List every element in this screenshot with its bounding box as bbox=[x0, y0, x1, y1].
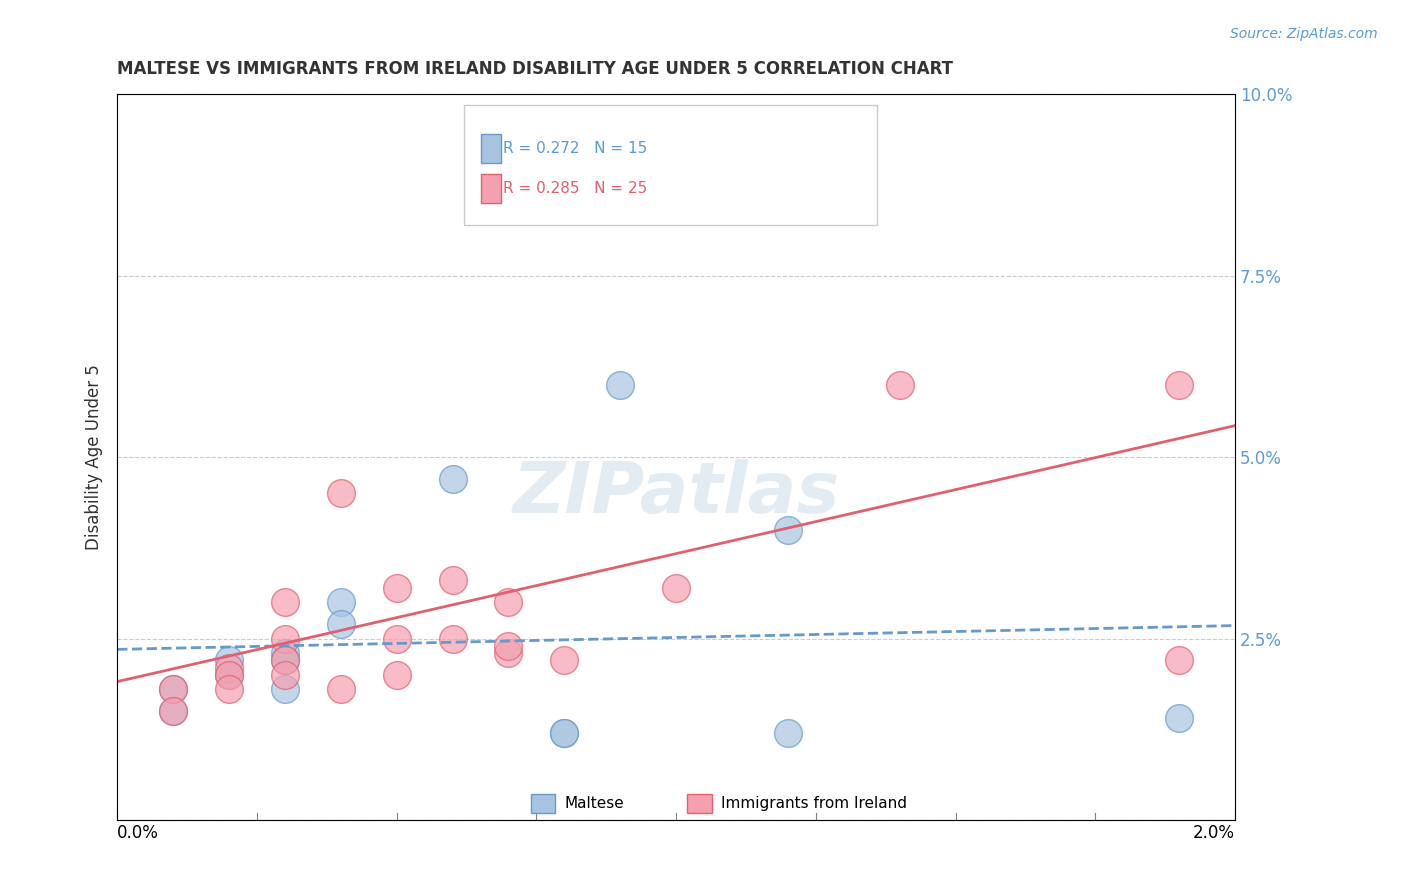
Point bbox=[162, 704, 184, 718]
FancyBboxPatch shape bbox=[464, 105, 877, 225]
Point bbox=[274, 653, 297, 667]
Point bbox=[441, 574, 464, 588]
Text: Source: ZipAtlas.com: Source: ZipAtlas.com bbox=[1230, 27, 1378, 41]
Point bbox=[498, 595, 520, 609]
Point bbox=[553, 653, 575, 667]
Point bbox=[609, 160, 631, 174]
Text: R = 0.285   N = 25: R = 0.285 N = 25 bbox=[503, 181, 647, 196]
Point bbox=[1168, 653, 1191, 667]
Point bbox=[553, 726, 575, 740]
Bar bbox=[481, 174, 501, 203]
Bar bbox=[531, 795, 555, 813]
Point bbox=[218, 682, 240, 697]
Point bbox=[498, 639, 520, 653]
Point bbox=[274, 682, 297, 697]
Point bbox=[498, 646, 520, 660]
Point bbox=[1168, 711, 1191, 725]
Text: ZIPatlas: ZIPatlas bbox=[513, 458, 839, 528]
Text: Maltese: Maltese bbox=[564, 796, 624, 811]
Point bbox=[441, 632, 464, 646]
Text: Immigrants from Ireland: Immigrants from Ireland bbox=[721, 796, 907, 811]
Text: 2.0%: 2.0% bbox=[1194, 823, 1236, 841]
Bar bbox=[481, 135, 501, 163]
Point bbox=[1168, 377, 1191, 392]
Point bbox=[329, 682, 352, 697]
Point bbox=[385, 632, 408, 646]
Point bbox=[776, 523, 799, 537]
Text: MALTESE VS IMMIGRANTS FROM IRELAND DISABILITY AGE UNDER 5 CORRELATION CHART: MALTESE VS IMMIGRANTS FROM IRELAND DISAB… bbox=[117, 60, 953, 78]
Point bbox=[385, 581, 408, 595]
Y-axis label: Disability Age Under 5: Disability Age Under 5 bbox=[86, 364, 103, 550]
Point bbox=[609, 377, 631, 392]
Point bbox=[776, 726, 799, 740]
Point bbox=[218, 667, 240, 681]
Point bbox=[274, 595, 297, 609]
Point bbox=[665, 581, 688, 595]
Point bbox=[889, 377, 911, 392]
Point bbox=[329, 595, 352, 609]
Point bbox=[329, 486, 352, 500]
Point bbox=[162, 682, 184, 697]
Point bbox=[218, 660, 240, 674]
Point bbox=[385, 667, 408, 681]
Text: R = 0.272   N = 15: R = 0.272 N = 15 bbox=[503, 141, 647, 156]
Bar bbox=[688, 795, 711, 813]
Point bbox=[274, 653, 297, 667]
Point bbox=[441, 472, 464, 486]
Point bbox=[553, 726, 575, 740]
Point bbox=[274, 646, 297, 660]
Point bbox=[329, 617, 352, 632]
Point bbox=[218, 653, 240, 667]
Text: 0.0%: 0.0% bbox=[117, 823, 159, 841]
Point bbox=[162, 682, 184, 697]
Point bbox=[162, 704, 184, 718]
Point bbox=[274, 632, 297, 646]
Point bbox=[218, 667, 240, 681]
Point bbox=[274, 667, 297, 681]
